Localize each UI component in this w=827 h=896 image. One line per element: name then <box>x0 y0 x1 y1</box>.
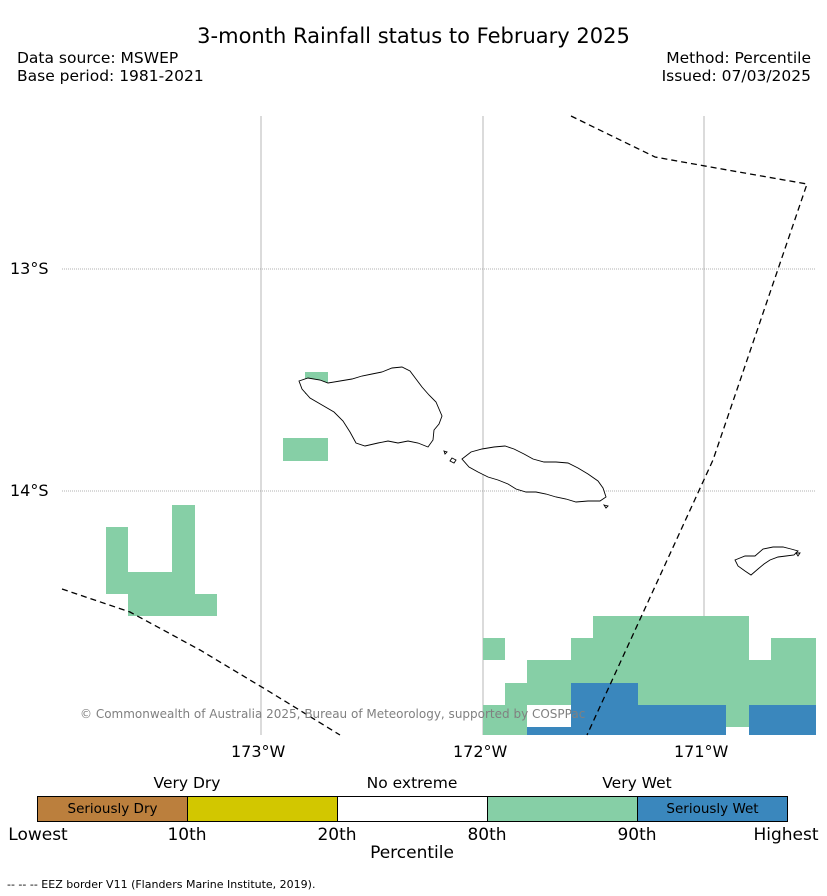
lon-label-171w: 171°W <box>674 742 729 761</box>
method: Method: Percentile <box>666 49 811 67</box>
savaii-island <box>298 366 443 448</box>
very-wet-cell <box>172 505 195 594</box>
aunuu-islet <box>795 552 801 557</box>
eez-border-east <box>570 115 808 736</box>
legend-box-seriously-dry: Seriously Dry <box>37 796 188 822</box>
lon-label-173w: 173°W <box>231 742 286 761</box>
legend-tick-80th: 80th <box>467 825 507 845</box>
very-wet-cell <box>749 660 816 705</box>
eez-footnote: -- -- -- EEZ border V11 (Flanders Marine… <box>7 878 316 891</box>
seriously-wet-cell <box>527 727 571 735</box>
very-wet-cell <box>128 572 172 616</box>
lon-label-172w: 172°W <box>453 742 508 761</box>
legend-tick-lowest: Lowest <box>8 825 68 845</box>
manono-islet <box>449 457 457 464</box>
seriously-wet-cell <box>571 683 638 735</box>
seriously-wet-cell <box>749 705 816 735</box>
very-wet-cell <box>483 705 527 735</box>
legend-category-very-dry: Very Dry <box>153 774 221 792</box>
very-wet-cell <box>283 438 328 461</box>
very-wet-cell <box>483 638 505 660</box>
upolu-island <box>461 445 607 503</box>
legend-box-no-extreme <box>337 796 488 822</box>
legend-tick-20th: 20th <box>317 825 357 845</box>
eez-borders <box>61 115 808 736</box>
very-wet-cell <box>172 594 217 616</box>
legend-tick-10th: 10th <box>167 825 207 845</box>
legend-tick-highest: Highest <box>753 825 819 845</box>
map-title: 3-month Rainfall status to February 2025 <box>197 24 630 48</box>
very-wet-cell <box>726 705 749 727</box>
apolima-islet <box>443 450 448 455</box>
legend-box-very-dry <box>187 796 338 822</box>
coastlines <box>298 366 801 576</box>
very-wet-cell <box>527 660 571 683</box>
legend-box-very-wet <box>487 796 638 822</box>
very-wet-cell <box>106 527 128 594</box>
data-source: Data source: MSWEP <box>17 49 179 67</box>
lat-label-13s: 13°S <box>10 259 49 278</box>
issued-date: Issued: 07/03/2025 <box>661 67 811 85</box>
very-wet-cell <box>593 616 749 683</box>
legend-box-seriously-wet: Seriously Wet <box>637 796 788 822</box>
very-wet-cell <box>505 683 571 705</box>
seriously-wet-cells <box>527 683 816 735</box>
very-wet-cells <box>106 372 816 735</box>
legend-category-very-wet: Very Wet <box>602 774 672 792</box>
base-period: Base period: 1981-2021 <box>17 67 204 85</box>
very-wet-cell <box>571 638 593 683</box>
legend-axis-label: Percentile <box>370 843 454 863</box>
legend-tick-90th: 90th <box>617 825 657 845</box>
legend-category-no-extreme: No extreme <box>366 774 458 792</box>
seriously-wet-cell <box>638 705 726 735</box>
tutuila-island <box>734 546 799 576</box>
islet-east <box>602 504 609 509</box>
copyright-notice: © Commonwealth of Australia 2025, Bureau… <box>80 707 586 721</box>
very-wet-cell <box>638 683 749 705</box>
eez-border-west <box>61 588 341 736</box>
lat-label-14s: 14°S <box>10 481 49 500</box>
very-wet-cell <box>771 638 816 660</box>
